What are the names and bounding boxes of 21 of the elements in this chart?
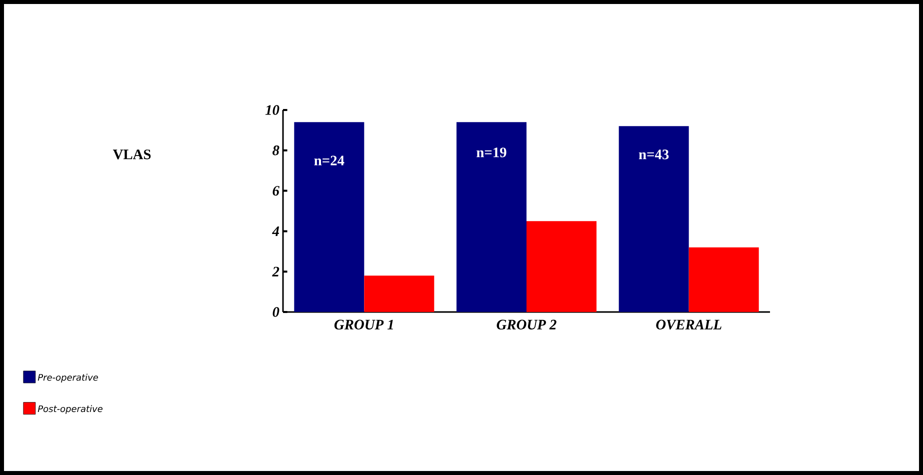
bar (364, 276, 434, 312)
y-tick-label: 0 (272, 307, 280, 317)
bar (618, 126, 689, 312)
bar (294, 122, 364, 312)
annotation: n=24 (314, 156, 344, 166)
y-tick-label: 6 (272, 186, 280, 196)
bar (456, 122, 526, 312)
x-tick-label: OVERALL (656, 320, 722, 330)
annotation: n=19 (476, 148, 506, 158)
legend-label: Pre-operative (38, 374, 98, 382)
legend-label: Post-operative (38, 405, 103, 414)
annotation: n=43 (638, 150, 669, 160)
y-tick-label: 10 (265, 105, 280, 115)
x-tick-label: GROUP 1 (334, 320, 393, 330)
y-tick-label: 2 (272, 266, 280, 276)
x-tick-label: GROUP 2 (496, 320, 556, 330)
y-tick-label: 4 (272, 226, 280, 236)
bar (526, 221, 596, 312)
bar (688, 247, 759, 312)
y-tick-label: 8 (272, 146, 280, 156)
text: VLAS (112, 150, 151, 160)
